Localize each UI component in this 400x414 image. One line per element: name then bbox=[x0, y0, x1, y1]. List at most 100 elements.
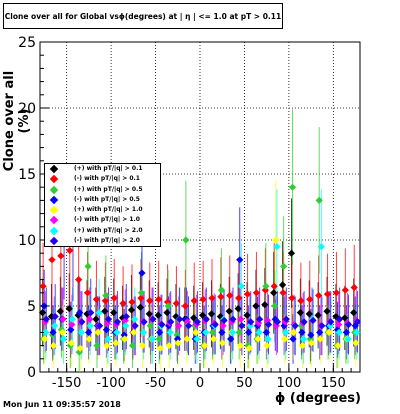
data-point-marker bbox=[140, 318, 148, 326]
y-tick-label: 0 bbox=[27, 365, 36, 381]
data-point-marker bbox=[289, 335, 297, 343]
data-point-marker bbox=[256, 315, 264, 323]
legend-marker-icon bbox=[49, 175, 59, 184]
data-point-marker bbox=[350, 309, 358, 317]
data-point-marker bbox=[264, 335, 272, 343]
data-point-marker bbox=[327, 318, 335, 326]
data-point-marker bbox=[271, 302, 279, 310]
y-axis-label: Clone over all (%) bbox=[2, 70, 32, 172]
data-point-marker bbox=[122, 322, 130, 330]
data-point-marker bbox=[65, 305, 73, 313]
data-point-marker bbox=[300, 318, 308, 326]
data-point-marker bbox=[243, 311, 251, 319]
data-point-marker bbox=[137, 289, 146, 297]
data-point-marker bbox=[85, 328, 93, 336]
data-point-marker bbox=[341, 314, 349, 322]
data-point-marker bbox=[176, 315, 184, 323]
data-point-marker bbox=[121, 335, 129, 343]
data-point-marker bbox=[74, 311, 82, 319]
legend-item: (+) with pT/|q| > 0.1 bbox=[45, 164, 160, 174]
data-point-marker bbox=[38, 309, 47, 317]
data-point-marker bbox=[207, 310, 216, 318]
data-point-marker bbox=[138, 269, 146, 277]
data-point-marker bbox=[229, 315, 237, 323]
data-point-marker bbox=[166, 328, 174, 336]
legend-marker-icon bbox=[49, 216, 59, 225]
data-point-marker bbox=[288, 294, 296, 302]
data-point-marker bbox=[234, 305, 242, 313]
data-point-marker bbox=[92, 295, 101, 303]
data-point-marker bbox=[350, 283, 358, 292]
data-point-marker bbox=[245, 328, 253, 336]
data-point-marker bbox=[341, 286, 349, 294]
data-point-marker bbox=[83, 310, 91, 318]
data-point-marker bbox=[227, 335, 235, 343]
data-point-marker bbox=[296, 309, 304, 317]
data-point-marker bbox=[77, 328, 85, 336]
data-point-marker bbox=[119, 299, 127, 307]
data-point-marker bbox=[102, 291, 110, 300]
data-point-marker bbox=[113, 328, 121, 336]
data-point-marker bbox=[254, 319, 263, 327]
data-point-marker bbox=[39, 282, 47, 290]
data-point-marker bbox=[318, 322, 326, 330]
data-point-marker bbox=[281, 335, 289, 343]
data-point-marker bbox=[272, 236, 280, 244]
data-point-marker bbox=[252, 289, 261, 297]
data-point-marker bbox=[131, 315, 139, 323]
x-tick-label: 0 bbox=[196, 376, 204, 391]
data-point-marker bbox=[41, 335, 49, 343]
data-point-marker bbox=[110, 294, 118, 302]
data-point-marker bbox=[208, 294, 216, 302]
data-point-marker bbox=[235, 294, 243, 302]
chart-title: Clone over all for Global vsϕ(degrees) a… bbox=[3, 3, 283, 29]
data-point-marker bbox=[353, 318, 362, 326]
data-point-marker bbox=[93, 342, 101, 350]
data-point-marker bbox=[165, 342, 173, 350]
data-point-marker bbox=[122, 312, 130, 321]
data-point-marker bbox=[113, 318, 122, 326]
data-point-marker bbox=[50, 342, 58, 350]
data-point-marker bbox=[146, 297, 154, 305]
data-point-marker bbox=[282, 328, 290, 336]
legend: (+) with pT/|q| > 0.1 (-) with pT/|q| > … bbox=[44, 163, 161, 247]
data-point-marker bbox=[192, 328, 200, 336]
data-point-marker bbox=[128, 298, 136, 306]
x-tick-label: -150 bbox=[52, 376, 82, 391]
data-point-marker bbox=[270, 289, 278, 297]
data-point-marker bbox=[236, 256, 244, 264]
data-point-marker bbox=[270, 282, 278, 290]
data-point-marker bbox=[164, 302, 172, 310]
data-point-marker bbox=[198, 311, 207, 319]
data-point-marker bbox=[42, 315, 50, 323]
data-point-marker bbox=[271, 315, 279, 323]
x-tick-label: -100 bbox=[96, 376, 126, 391]
data-point-marker bbox=[83, 289, 92, 297]
x-axis-ticks: -150 -100 -50 0 50 100 150 bbox=[39, 363, 361, 391]
legend-marker-icon bbox=[49, 185, 59, 194]
data-point-marker bbox=[201, 342, 209, 350]
legend-item: (-) with pT/|q| > 0.5 bbox=[45, 195, 160, 205]
data-point-marker bbox=[66, 342, 74, 350]
data-point-marker bbox=[57, 326, 66, 334]
legend-label: (+) with pT/|q| > 0.1 bbox=[74, 165, 143, 172]
data-point-marker bbox=[297, 322, 306, 330]
data-point-marker bbox=[264, 320, 273, 329]
data-point-marker bbox=[103, 319, 112, 327]
data-point-marker bbox=[128, 342, 137, 350]
legend-item: (+) with pT/|q| > 2.0 bbox=[45, 226, 160, 236]
data-point-marker bbox=[297, 297, 305, 305]
data-point-marker bbox=[110, 309, 118, 317]
data-point-marker bbox=[273, 318, 282, 326]
data-point-marker bbox=[138, 342, 147, 350]
data-point-marker bbox=[120, 331, 128, 339]
data-point-marker bbox=[92, 315, 100, 323]
data-point-marker bbox=[237, 282, 245, 290]
data-point-marker bbox=[102, 326, 110, 334]
data-point-marker bbox=[307, 331, 315, 339]
data-point-marker bbox=[68, 320, 76, 329]
data-point-marker bbox=[280, 322, 288, 330]
y-tick-label: 10 bbox=[18, 233, 36, 249]
data-point-marker bbox=[208, 328, 217, 336]
